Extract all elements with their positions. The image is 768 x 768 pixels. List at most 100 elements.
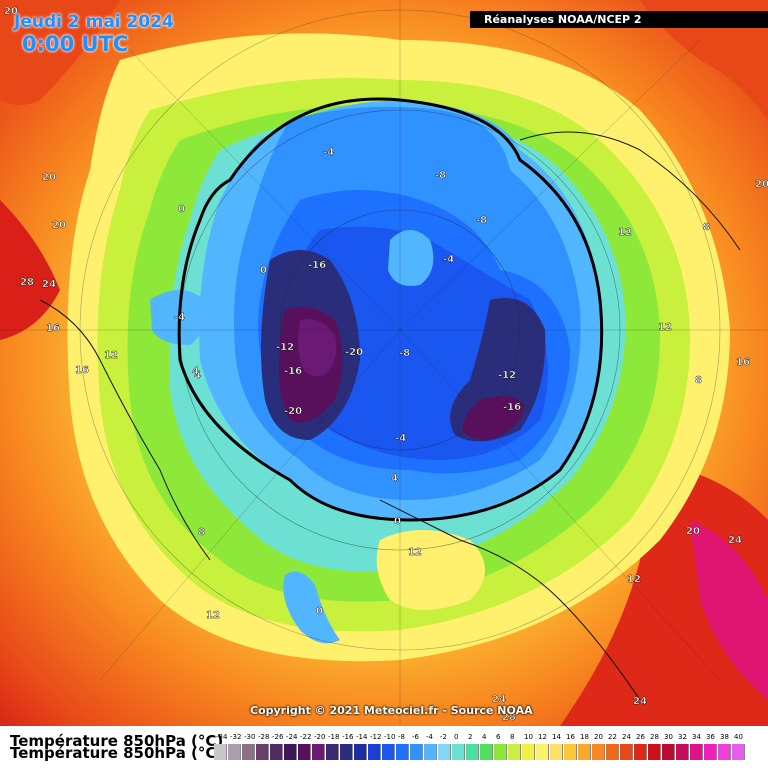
- scale-swatch: [438, 744, 451, 760]
- scale-swatch: [340, 744, 353, 760]
- scale-swatch: [466, 744, 479, 760]
- scale-swatch: [592, 744, 605, 760]
- scale-label: -32: [230, 733, 242, 741]
- scale-label: 28: [650, 733, 659, 741]
- scale-label: -16: [342, 733, 354, 741]
- scale-swatch: [270, 744, 283, 760]
- color-scale-labels: -34 -32 -30 -28 -26 -24 -22 -20 -18 -16 -14 -12 -10-…: [214, 733, 754, 743]
- scale-swatch: [606, 744, 619, 760]
- scale-swatch: [354, 744, 367, 760]
- scale-label: -4: [426, 733, 433, 741]
- scale-swatch: [690, 744, 703, 760]
- scale-swatch: [508, 744, 521, 760]
- scale-label: -10: [384, 733, 396, 741]
- warm-pocket-south: [376, 530, 485, 610]
- contour-label: 16: [736, 357, 750, 368]
- contour-label: 12: [658, 322, 672, 333]
- scale-label: 40: [734, 733, 743, 741]
- scale-label: -20: [314, 733, 326, 741]
- meridian-line: [399, 329, 721, 681]
- scale-swatch: [536, 744, 549, 760]
- scale-swatch: [382, 744, 395, 760]
- contour-label: -20: [284, 406, 302, 417]
- cold-core-east-inner: [462, 396, 525, 440]
- scale-label: 22: [608, 733, 617, 741]
- scale-swatch: [452, 744, 465, 760]
- contour-label: -4: [174, 312, 185, 323]
- contour-label: 0: [394, 516, 401, 527]
- scale-label: -8: [398, 733, 405, 741]
- scale-swatch: [564, 744, 577, 760]
- contour-label: 24: [492, 694, 506, 705]
- warm-zone-southeast: [560, 460, 768, 726]
- contour-label: -4: [395, 433, 406, 444]
- scale-label: 38: [720, 733, 729, 741]
- scale-label: 8: [510, 733, 515, 741]
- scale-label: 18: [580, 733, 589, 741]
- copyright-text: Copyright © 2021 Meteociel.fr - Source N…: [250, 704, 533, 717]
- contour-label: 24: [728, 535, 742, 546]
- warm-zone-west: [0, 200, 60, 340]
- contour-label: 16: [46, 323, 60, 334]
- contour-label: -20: [345, 347, 363, 358]
- scale-swatch: [410, 744, 423, 760]
- isotherm-zero-line: [177, 97, 604, 522]
- scale-swatch: [424, 744, 437, 760]
- contour-label: -12: [276, 342, 294, 353]
- meridian-line: [119, 39, 401, 331]
- scale-label: 24: [622, 733, 631, 741]
- scale-label: 2: [468, 733, 473, 741]
- warm-zone-northwest: [0, 0, 120, 105]
- scale-swatch: [396, 744, 409, 760]
- scale-swatch: [648, 744, 661, 760]
- scale-label: 30: [664, 733, 673, 741]
- contour-label: 4: [391, 473, 398, 484]
- contour-label: 12: [627, 574, 641, 585]
- variable-title-shadow: Température 850hPa (°C): [10, 744, 224, 762]
- coastline-north-america: [39, 299, 211, 561]
- contour-label: 8: [695, 375, 702, 386]
- scale-label: -24: [286, 733, 298, 741]
- scale-swatch: [368, 744, 381, 760]
- contour-label: 12: [104, 350, 118, 361]
- scale-swatch: [298, 744, 311, 760]
- scale-label: 20: [594, 733, 603, 741]
- contour-label: 0: [316, 606, 323, 617]
- scale-label: 32: [678, 733, 687, 741]
- contour-label: 4: [194, 370, 201, 381]
- meridian-line: [399, 39, 701, 331]
- contour-label: 24: [633, 696, 647, 707]
- scale-label: 6: [496, 733, 501, 741]
- warm-zone-northeast: [640, 0, 768, 120]
- scale-label: 4: [482, 733, 487, 741]
- scale-swatch: [326, 744, 339, 760]
- contour-label: 8: [703, 222, 710, 233]
- contour-label: 4: [192, 366, 199, 377]
- scale-label: -6: [412, 733, 419, 741]
- scale-label: -18: [328, 733, 340, 741]
- scale-label: 16: [566, 733, 575, 741]
- contour-labels: 20 20 20 28 24 16 16 12 4 -4 0 0 -16 -12 -20 -16 -20 -4 -8…: [4, 6, 768, 723]
- contour-label: -4: [323, 147, 334, 158]
- scale-swatch: [578, 744, 591, 760]
- scale-label: -14: [356, 733, 368, 741]
- scale-label: 10: [524, 733, 533, 741]
- coastline-europe-africa: [379, 499, 641, 701]
- scale-swatch: [662, 744, 675, 760]
- cold-core-west-center: [298, 319, 337, 376]
- scale-swatch: [550, 744, 563, 760]
- scale-swatch: [704, 744, 717, 760]
- scale-label: -12: [370, 733, 382, 741]
- contour-label: 20: [52, 220, 66, 231]
- scale-swatch: [214, 744, 227, 760]
- contour-label: -8: [435, 170, 446, 181]
- contour-label: 12: [206, 610, 220, 621]
- color-scale: [214, 744, 754, 760]
- source-banner: Réanalyses NOAA/NCEP 2: [470, 11, 768, 28]
- scale-swatch: [620, 744, 633, 760]
- time-title: 0:00 UTC: [22, 32, 129, 56]
- hot-zone-southeast: [690, 520, 768, 700]
- contour-label: 0: [260, 265, 267, 276]
- scale-label: 36: [706, 733, 715, 741]
- pocket-west: [150, 290, 206, 345]
